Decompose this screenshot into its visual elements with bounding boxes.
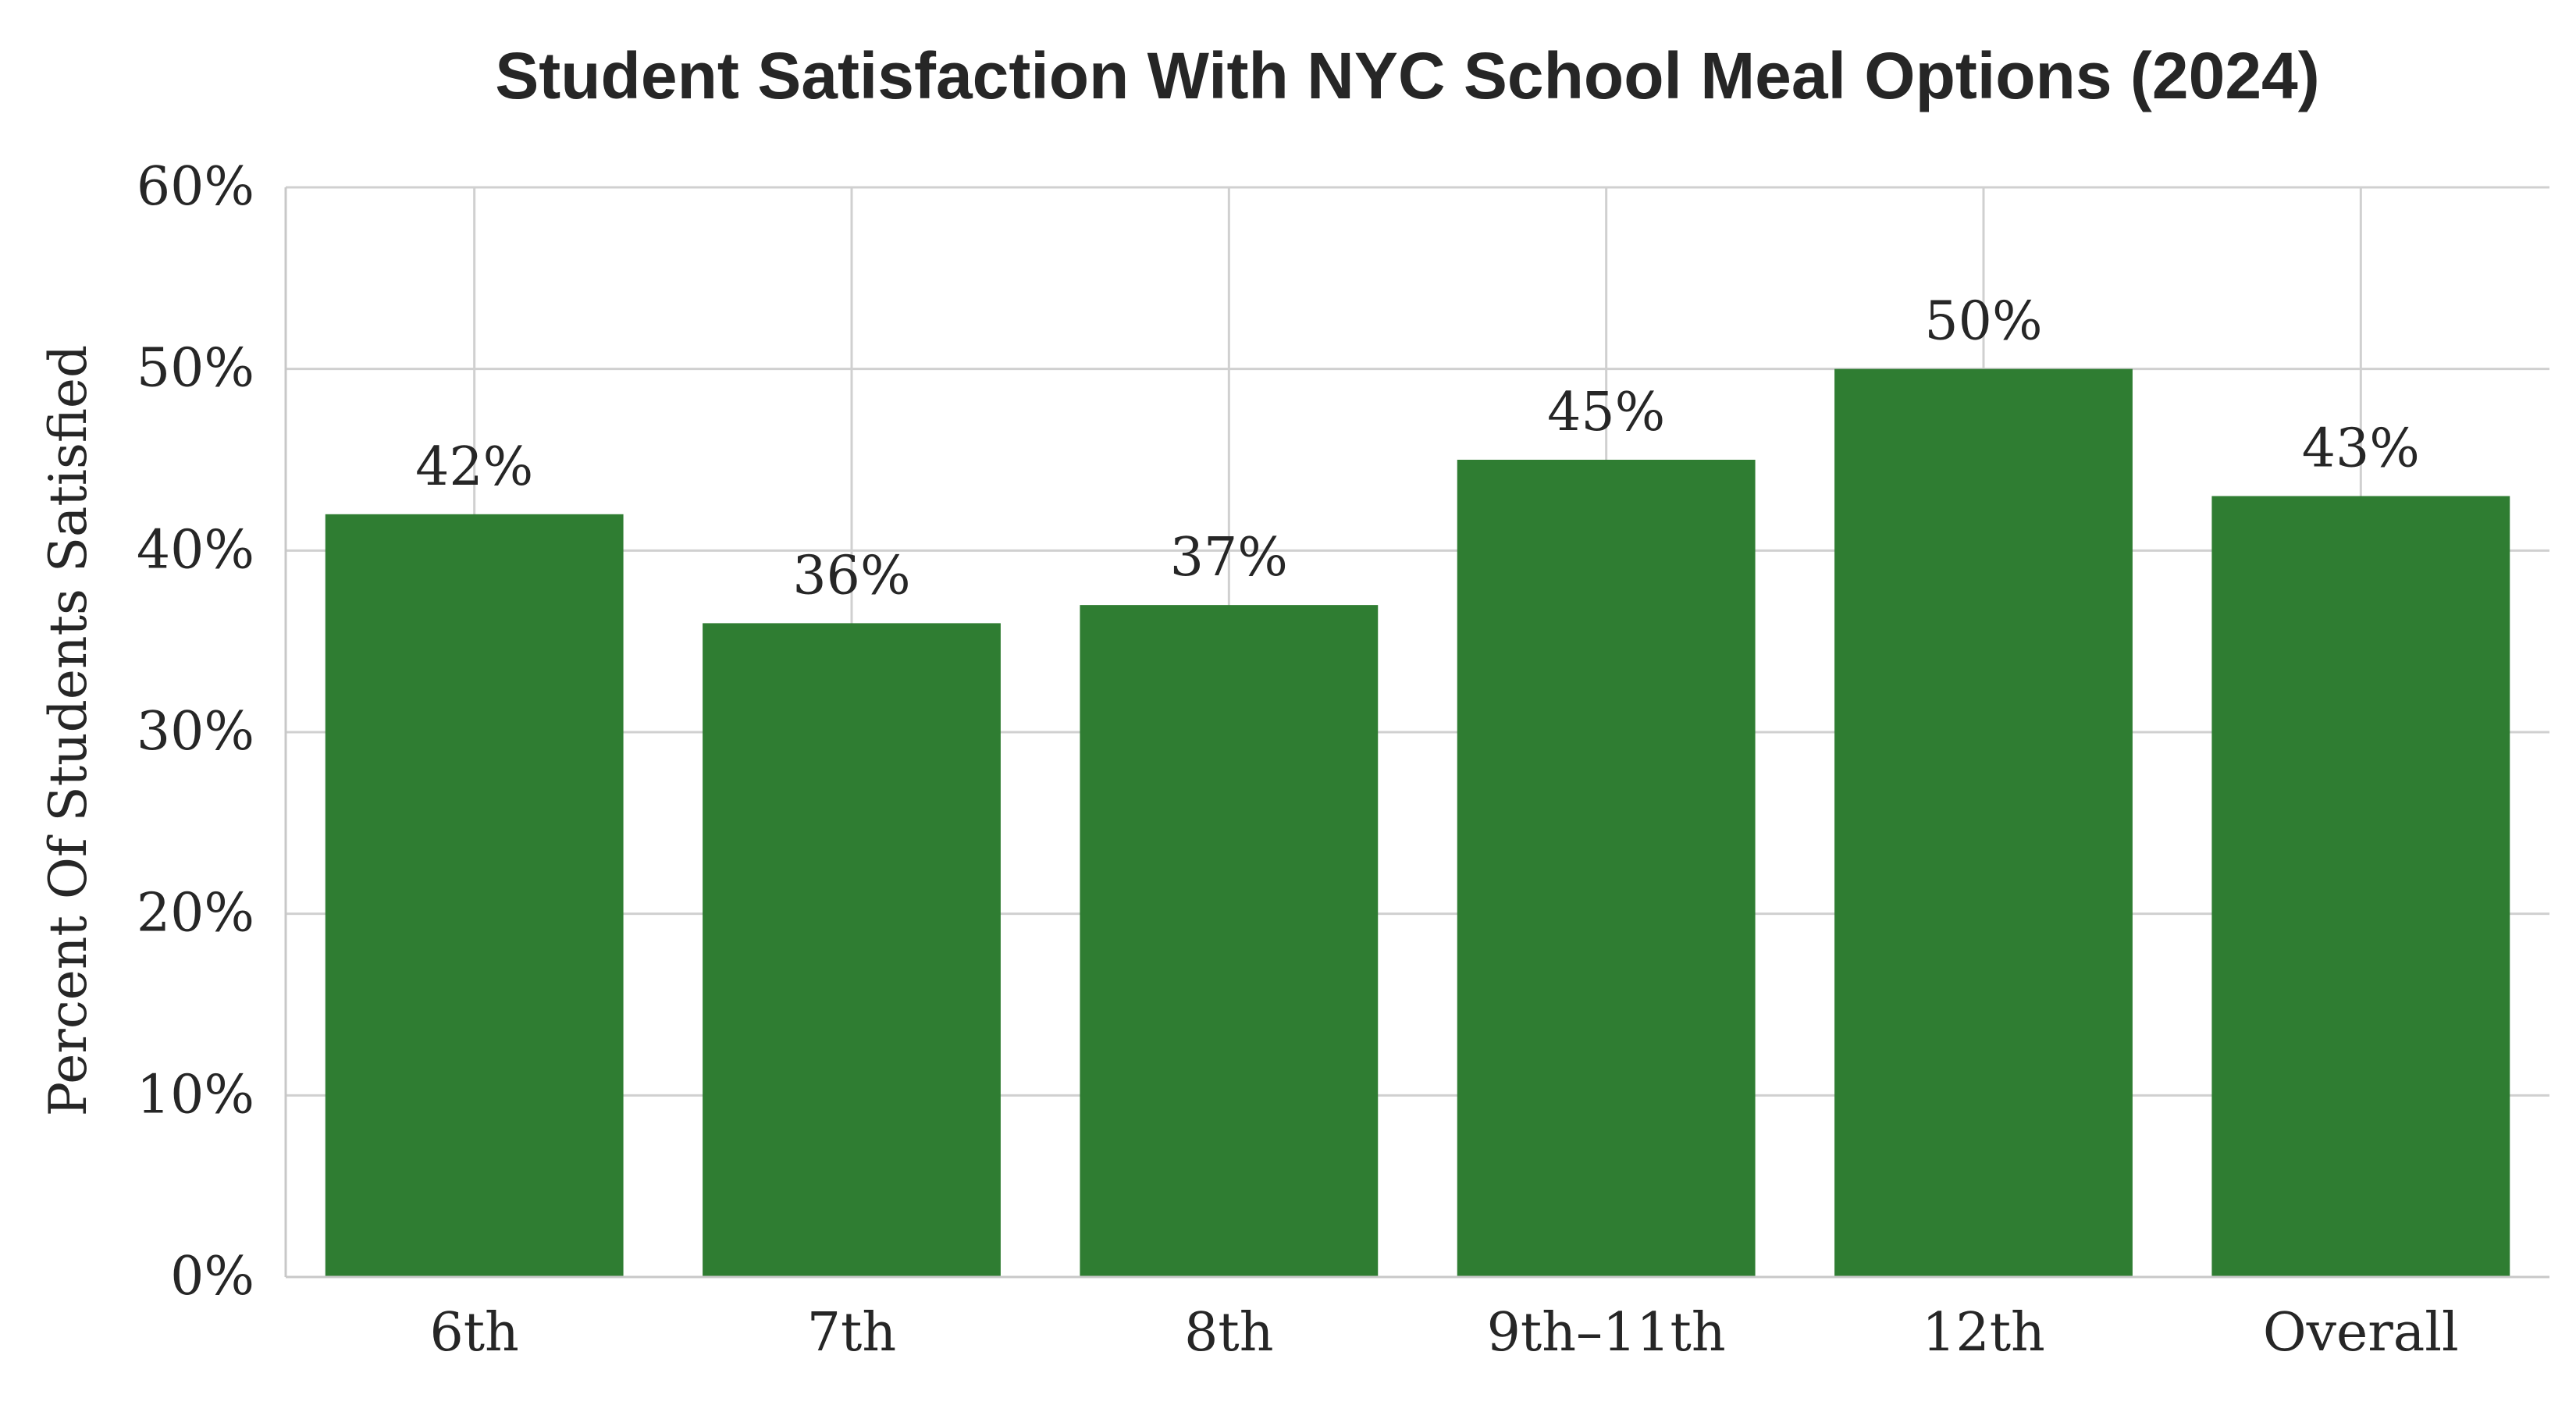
bars: [325, 368, 2510, 1278]
x-tick-label: 8th: [1184, 1302, 1273, 1364]
bar: [703, 623, 1001, 1277]
bar: [2211, 496, 2510, 1277]
data-label: 45%: [1547, 382, 1665, 443]
y-tick-label: 60%: [137, 156, 254, 218]
x-tick-labels: 6th 7th 8th 9th–11th 12th Overall: [429, 1302, 2458, 1364]
x-tick-label: 7th: [807, 1302, 896, 1364]
data-label: 36%: [792, 545, 910, 606]
bar: [1834, 368, 2133, 1278]
data-label: 37%: [1170, 527, 1288, 589]
y-tick-label: 10%: [137, 1064, 254, 1126]
bar: [1080, 605, 1379, 1277]
x-tick-label: 12th: [1922, 1302, 2045, 1364]
y-tick-label: 0%: [170, 1246, 254, 1307]
chart-title: Student Satisfaction With NYC School Mea…: [495, 39, 2319, 112]
data-labels: 42% 36% 37% 45% 50% 43%: [415, 291, 2420, 607]
axes: [284, 187, 2549, 1279]
y-tick-label: 20%: [137, 883, 254, 944]
data-label: 43%: [2302, 418, 2420, 480]
data-label: 50%: [1924, 291, 2042, 353]
y-tick-labels: 0% 10% 20% 30% 40% 50% 60%: [137, 156, 254, 1307]
x-tick-label: Overall: [2263, 1302, 2459, 1364]
x-tick-label: 9th–11th: [1487, 1302, 1726, 1364]
y-axis-label: Percent Of Students Satisfied: [38, 345, 98, 1116]
gridlines: [286, 186, 2549, 1277]
bar: [1457, 460, 1756, 1277]
y-tick-label: 50%: [137, 338, 254, 400]
y-tick-label: 30%: [137, 701, 254, 763]
x-tick-label: 6th: [429, 1302, 518, 1364]
bar: [325, 514, 624, 1277]
data-label: 42%: [415, 436, 533, 498]
y-tick-label: 40%: [137, 519, 254, 581]
